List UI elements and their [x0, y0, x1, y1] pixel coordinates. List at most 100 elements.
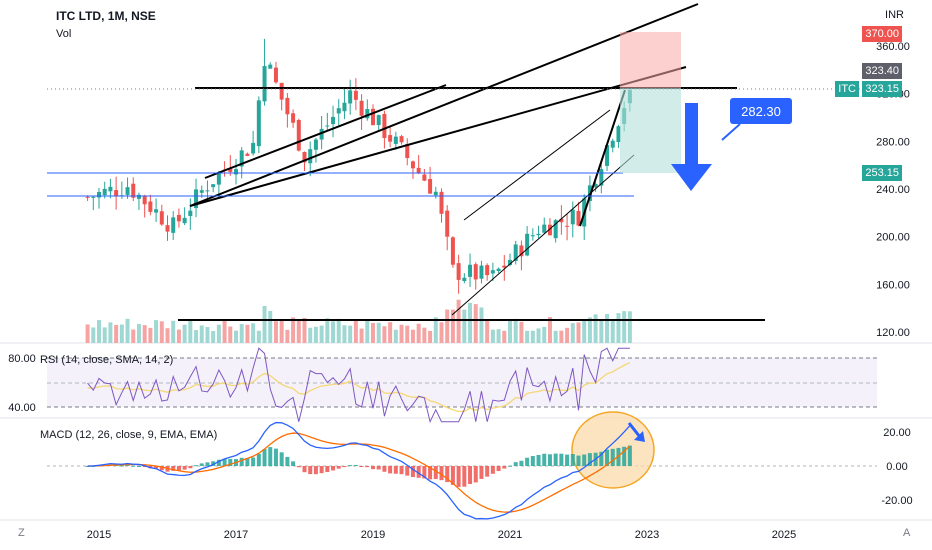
candle-body — [108, 186, 113, 192]
macd-histogram-bar — [479, 466, 484, 479]
candle-body — [154, 209, 159, 213]
candle-body — [148, 201, 153, 212]
macd-axis-tick: 20.00 — [883, 427, 911, 439]
candle-body — [279, 82, 284, 100]
volume-bar — [205, 327, 210, 343]
candle-body — [542, 224, 547, 233]
candle-body — [422, 174, 427, 181]
candle-body — [393, 136, 398, 144]
auto-scale-toggle[interactable]: A — [903, 527, 911, 539]
volume-bar — [508, 320, 512, 343]
rsi-sma-line — [87, 362, 631, 413]
macd-histogram-bar — [194, 465, 199, 467]
candle-body — [319, 128, 324, 140]
volume-bar — [353, 319, 358, 343]
volume-bar — [593, 314, 598, 343]
macd-histogram-bar — [342, 466, 347, 468]
target-callout-box — [730, 98, 792, 124]
candle-body — [85, 196, 90, 198]
time-axis-tick: 2023 — [635, 529, 659, 541]
volume-bar — [627, 311, 632, 343]
candle-body — [553, 220, 558, 239]
macd-histogram-bar — [222, 458, 227, 466]
candle-body — [313, 139, 318, 150]
volume-bar — [348, 325, 353, 343]
time-axis-tick: 2019 — [361, 529, 385, 541]
volume-bar — [365, 319, 370, 343]
candle-body — [593, 183, 598, 188]
reward-zone-box — [620, 88, 681, 173]
channel-top-line — [204, 84, 447, 179]
candle-body — [102, 188, 107, 196]
candle-body — [268, 64, 273, 69]
macd-histogram-bar — [416, 466, 421, 478]
macd-histogram-bar — [199, 463, 204, 466]
volume-bar — [336, 318, 341, 343]
symbol-title[interactable]: ITC LTD, 1M, NSE — [56, 9, 156, 23]
volume-bar — [433, 317, 438, 343]
volume-bar — [422, 327, 427, 343]
volume-bar — [587, 317, 592, 343]
volume-bar — [382, 326, 387, 343]
volume-bar — [325, 318, 330, 343]
macd-histogram-bar — [610, 448, 615, 466]
steep-trendline — [579, 89, 626, 227]
macd-histogram-bar — [388, 466, 393, 474]
volume-bar — [119, 324, 124, 343]
volume-bar — [222, 320, 227, 343]
price-axis-tick: 360.00 — [876, 41, 910, 53]
macd-histogram-bar — [428, 466, 433, 480]
macd-histogram-bar — [376, 466, 381, 470]
candle-body — [496, 268, 501, 272]
volume-bar — [216, 324, 221, 343]
macd-histogram-bar — [399, 466, 404, 475]
candle-body — [405, 144, 410, 159]
macd-histogram-bar — [513, 462, 518, 466]
volume-bar — [410, 329, 415, 343]
volume-bar — [176, 329, 181, 343]
macd-histogram-bar — [359, 466, 364, 467]
macd-histogram-bar — [273, 448, 278, 466]
volume-bar — [542, 326, 547, 343]
volume-bar — [97, 320, 101, 343]
macd-histogram-bar — [336, 466, 341, 469]
macd-histogram-bar — [228, 458, 233, 466]
macd-histogram-bar — [496, 466, 501, 472]
macd-histogram-bar — [462, 466, 467, 487]
macd-histogram-bar — [125, 464, 130, 466]
macd-histogram-bar — [382, 466, 387, 472]
timezone-toggle[interactable]: Z — [18, 527, 25, 539]
candle-body — [559, 218, 564, 223]
ticker-tag: ITC — [835, 81, 859, 97]
volume-bar — [188, 320, 193, 343]
candle-body — [433, 191, 438, 196]
candle-body — [508, 259, 512, 265]
macd-histogram-bar — [171, 466, 176, 471]
volume-bar — [485, 319, 490, 343]
rsi-label[interactable]: RSI (14, close, SMA, 14, 2) — [40, 354, 174, 366]
macd-histogram-bar — [325, 466, 330, 473]
volume-bar — [582, 319, 587, 343]
macd-label[interactable]: MACD (12, 26, close, 9, EMA, EMA) — [40, 429, 218, 441]
volume-bar — [256, 330, 261, 343]
candle-body — [234, 169, 238, 175]
support-price-tag: 253.15 — [862, 165, 902, 181]
volume-bar — [416, 323, 421, 343]
macd-arrow-head — [634, 431, 645, 442]
candle-body — [485, 265, 490, 276]
candle-body — [125, 187, 130, 195]
time-axis-tick: 2021 — [498, 529, 522, 541]
macd-histogram-bar — [439, 466, 444, 481]
candle-body — [513, 244, 518, 262]
candle-body — [479, 265, 484, 279]
macd-histogram-bar — [616, 447, 621, 466]
candle-body — [336, 108, 341, 114]
volume-bar — [553, 330, 558, 343]
macd-histogram-bar — [456, 466, 461, 487]
macd-arrow-shaft — [627, 422, 642, 438]
volume-bar — [342, 325, 347, 343]
candle-body — [308, 149, 313, 164]
candle-body — [273, 67, 278, 83]
macd-histogram-bar — [393, 466, 398, 474]
